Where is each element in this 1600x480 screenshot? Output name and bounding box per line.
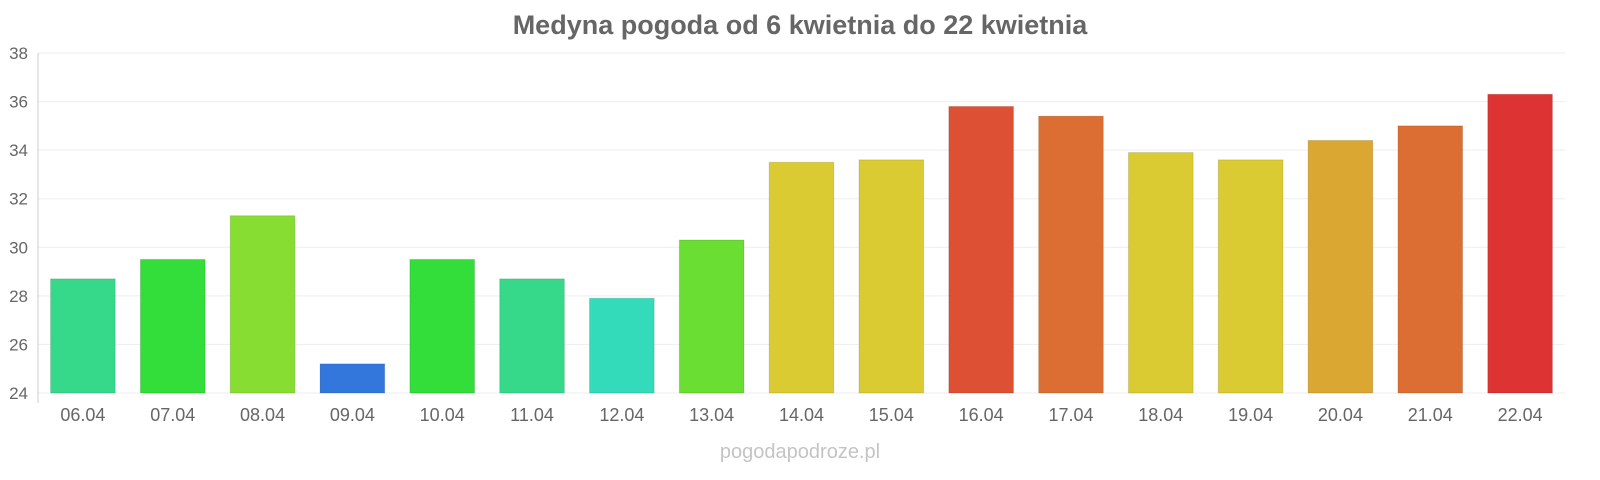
bar-08.04 <box>229 215 296 394</box>
bar-17.04 <box>1038 115 1104 394</box>
bar-13.04 <box>678 239 745 394</box>
bar-14.04 <box>768 161 835 394</box>
y-tick-label: 26 <box>9 335 28 354</box>
x-tick-label: 06.04 <box>60 405 105 425</box>
x-tick-label: 11.04 <box>510 405 554 425</box>
bar-09.04 <box>319 363 386 394</box>
x-tick-label: 09.04 <box>330 405 375 425</box>
x-tick-label: 14.04 <box>779 405 824 425</box>
y-tick-label: 34 <box>9 141 28 160</box>
y-tick-label: 38 <box>9 44 28 63</box>
y-tick-label: 30 <box>9 238 28 257</box>
y-tick-label: 36 <box>9 93 28 112</box>
bar-10.04 <box>409 258 476 394</box>
bar-20.04 <box>1307 139 1374 394</box>
x-tick-label: 18.04 <box>1138 405 1183 425</box>
x-tick-label: 12.04 <box>599 405 644 425</box>
x-tick-label: 21.04 <box>1408 405 1453 425</box>
x-tick-label: 22.04 <box>1498 405 1543 425</box>
x-tick-label: 08.04 <box>240 405 285 425</box>
bar-21.04 <box>1397 125 1464 394</box>
y-tick-label: 32 <box>9 190 28 209</box>
bar-12.04 <box>589 297 655 394</box>
x-tick-label: 16.04 <box>959 405 1004 425</box>
x-tick-label: 10.04 <box>420 405 465 425</box>
x-tick-label: 19.04 <box>1228 405 1273 425</box>
bar-22.04 <box>1487 93 1553 394</box>
bar-19.04 <box>1217 159 1284 394</box>
bar-06.04 <box>50 278 116 394</box>
bar-07.04 <box>139 258 206 394</box>
y-tick-label: 24 <box>9 384 28 403</box>
x-tick-label: 20.04 <box>1318 405 1363 425</box>
x-tick-label: 07.04 <box>150 405 195 425</box>
chart-title: Medyna pogoda od 6 kwietnia do 22 kwietn… <box>512 10 1088 40</box>
x-tick-label: 17.04 <box>1048 405 1093 425</box>
bar-chart: 24 26 28 30 32 34 36 38 06.04 07.04 08.04 09.04 10.0… <box>9 44 1565 425</box>
x-tick-label: 15.04 <box>869 405 914 425</box>
bar-11.04 <box>499 278 565 394</box>
y-tick-label: 28 <box>9 287 28 306</box>
bar-16.04 <box>948 105 1014 394</box>
x-tick-label: 13.04 <box>689 405 734 425</box>
bar-15.04 <box>858 159 925 394</box>
watermark-source: pogodapodroze.pl <box>719 441 881 463</box>
bar-18.04 <box>1127 152 1194 394</box>
